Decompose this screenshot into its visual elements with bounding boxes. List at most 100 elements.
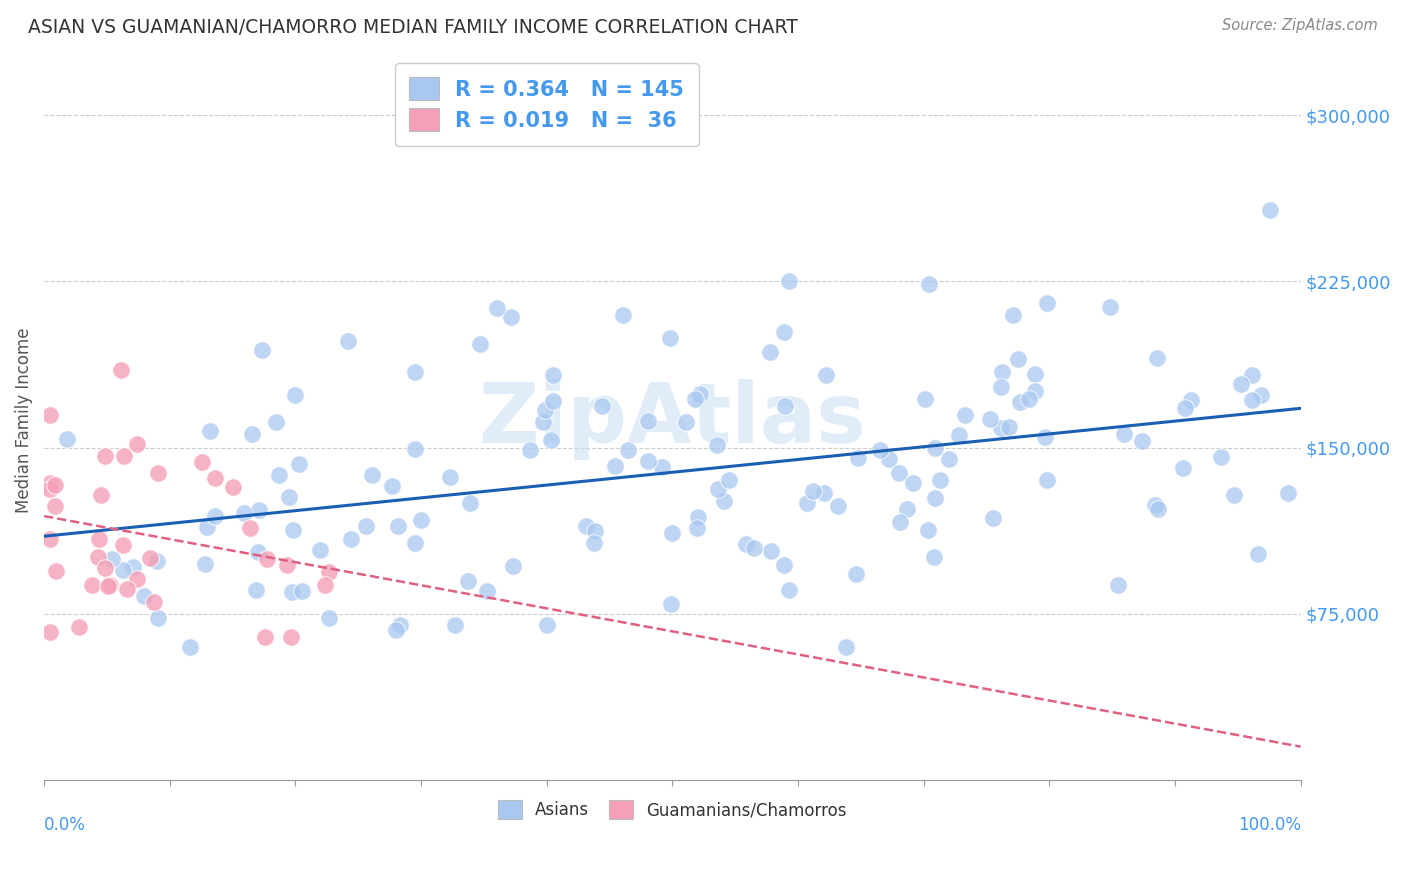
Point [990,380,1012,394]
Point [245,582,267,597]
Point [276,558,298,572]
Point [1112,426,1135,441]
Point [240,427,263,442]
Point [146,611,169,625]
Point [1008,395,1031,409]
Point [381,479,404,493]
Point [404,442,426,457]
Point [443,617,465,632]
Point [281,524,304,538]
Point [758,344,780,359]
Point [336,334,359,348]
Point [938,451,960,466]
Point [637,454,659,468]
Point [869,442,891,457]
Point [575,518,598,533]
Point [534,402,557,417]
Point [111,563,134,577]
Point [734,537,756,551]
Point [889,515,911,529]
Point [269,468,291,483]
Point [1018,392,1040,407]
Point [318,565,340,579]
Point [772,325,794,339]
Point [139,551,162,566]
Point [1035,296,1057,310]
Point [39,408,62,422]
Point [499,310,522,324]
Point [67,619,90,633]
Y-axis label: Median Family Income: Median Family Income [15,327,32,513]
Point [291,584,314,599]
Point [519,443,541,458]
Point [1107,578,1129,592]
Point [280,630,302,644]
Point [90,487,112,501]
Point [281,585,304,599]
Point [896,501,918,516]
Text: 0.0%: 0.0% [44,816,86,834]
Point [706,438,728,452]
Point [39,476,62,491]
Point [686,509,709,524]
Point [1007,352,1029,367]
Point [100,552,122,566]
Point [922,550,945,565]
Point [929,474,952,488]
Point [94,561,117,575]
Point [249,503,271,517]
Point [1174,401,1197,415]
Point [194,557,217,571]
Point [148,467,170,481]
Point [605,458,627,473]
Point [204,508,226,523]
Point [284,388,307,402]
Point [778,274,800,288]
Point [308,542,330,557]
Point [778,582,800,597]
Point [233,506,256,520]
Point [125,437,148,451]
Point [132,589,155,603]
Point [1146,351,1168,365]
Point [44,478,66,492]
Point [112,538,135,552]
Point [404,536,426,550]
Point [713,494,735,508]
Point [675,416,697,430]
Point [460,496,482,510]
Point [97,579,120,593]
Point [955,408,977,422]
Point [801,483,824,498]
Point [659,331,682,345]
Point [1024,384,1046,398]
Point [409,513,432,527]
Point [742,541,765,555]
Point [87,550,110,565]
Text: ASIAN VS GUAMANIAN/CHAMORRO MEDIAN FAMILY INCOME CORRELATION CHART: ASIAN VS GUAMANIAN/CHAMORRO MEDIAN FAMIL… [28,18,799,37]
Point [98,578,121,592]
Point [200,424,222,438]
Point [55,432,77,446]
Point [661,597,683,611]
Point [541,368,564,382]
Point [683,392,706,407]
Point [239,521,262,535]
Point [1035,473,1057,487]
Point [264,416,287,430]
Point [121,559,143,574]
Point [146,554,169,568]
Point [250,343,273,357]
Point [991,365,1014,379]
Point [277,490,299,504]
Point [612,308,634,322]
Point [759,543,782,558]
Point [661,526,683,541]
Point [195,520,218,534]
Point [457,574,479,589]
Point [1180,392,1202,407]
Point [707,482,730,496]
Point [917,277,939,292]
Point [651,459,673,474]
Point [404,365,426,379]
